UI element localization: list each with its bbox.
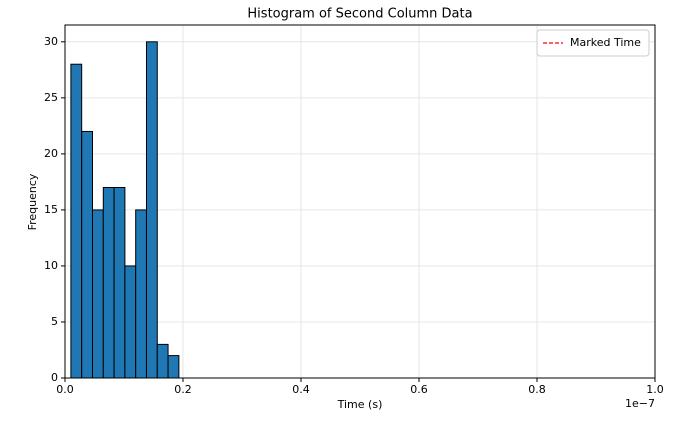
bar	[124, 265, 137, 379]
legend-label: Marked Time	[570, 36, 641, 49]
x-offset-label: 1e−7	[625, 397, 655, 410]
chart-title: Histogram of Second Column Data	[247, 7, 472, 22]
bar	[70, 63, 83, 379]
y-axis-label: Frequency	[26, 173, 39, 230]
bar	[156, 343, 169, 379]
y-tick-label: 5	[51, 315, 58, 328]
x-tick-label: 1.0	[646, 383, 664, 396]
y-tick-label: 25	[44, 91, 58, 104]
y-tick-label: 30	[44, 35, 58, 48]
bar	[145, 41, 158, 379]
y-tick-label: 20	[44, 147, 58, 160]
x-axis-label: Time (s)	[337, 398, 383, 411]
plot-frame	[64, 24, 656, 379]
y-tick-label: 15	[44, 203, 58, 216]
bar	[135, 209, 147, 379]
y-tick-label: 10	[44, 259, 58, 272]
x-tick-label: 0.6	[410, 383, 428, 396]
x-tick-label: 0.2	[174, 383, 192, 396]
bar	[91, 209, 104, 379]
x-tick-label: 0.8	[528, 383, 546, 396]
bar	[167, 355, 180, 379]
bar	[102, 186, 115, 379]
x-tick-label: 0.4	[292, 383, 310, 396]
legend-box	[536, 29, 650, 57]
bar	[113, 186, 126, 379]
x-tick-label: 0.0	[56, 383, 74, 396]
bar	[81, 130, 93, 379]
y-tick-label: 0	[51, 371, 58, 384]
